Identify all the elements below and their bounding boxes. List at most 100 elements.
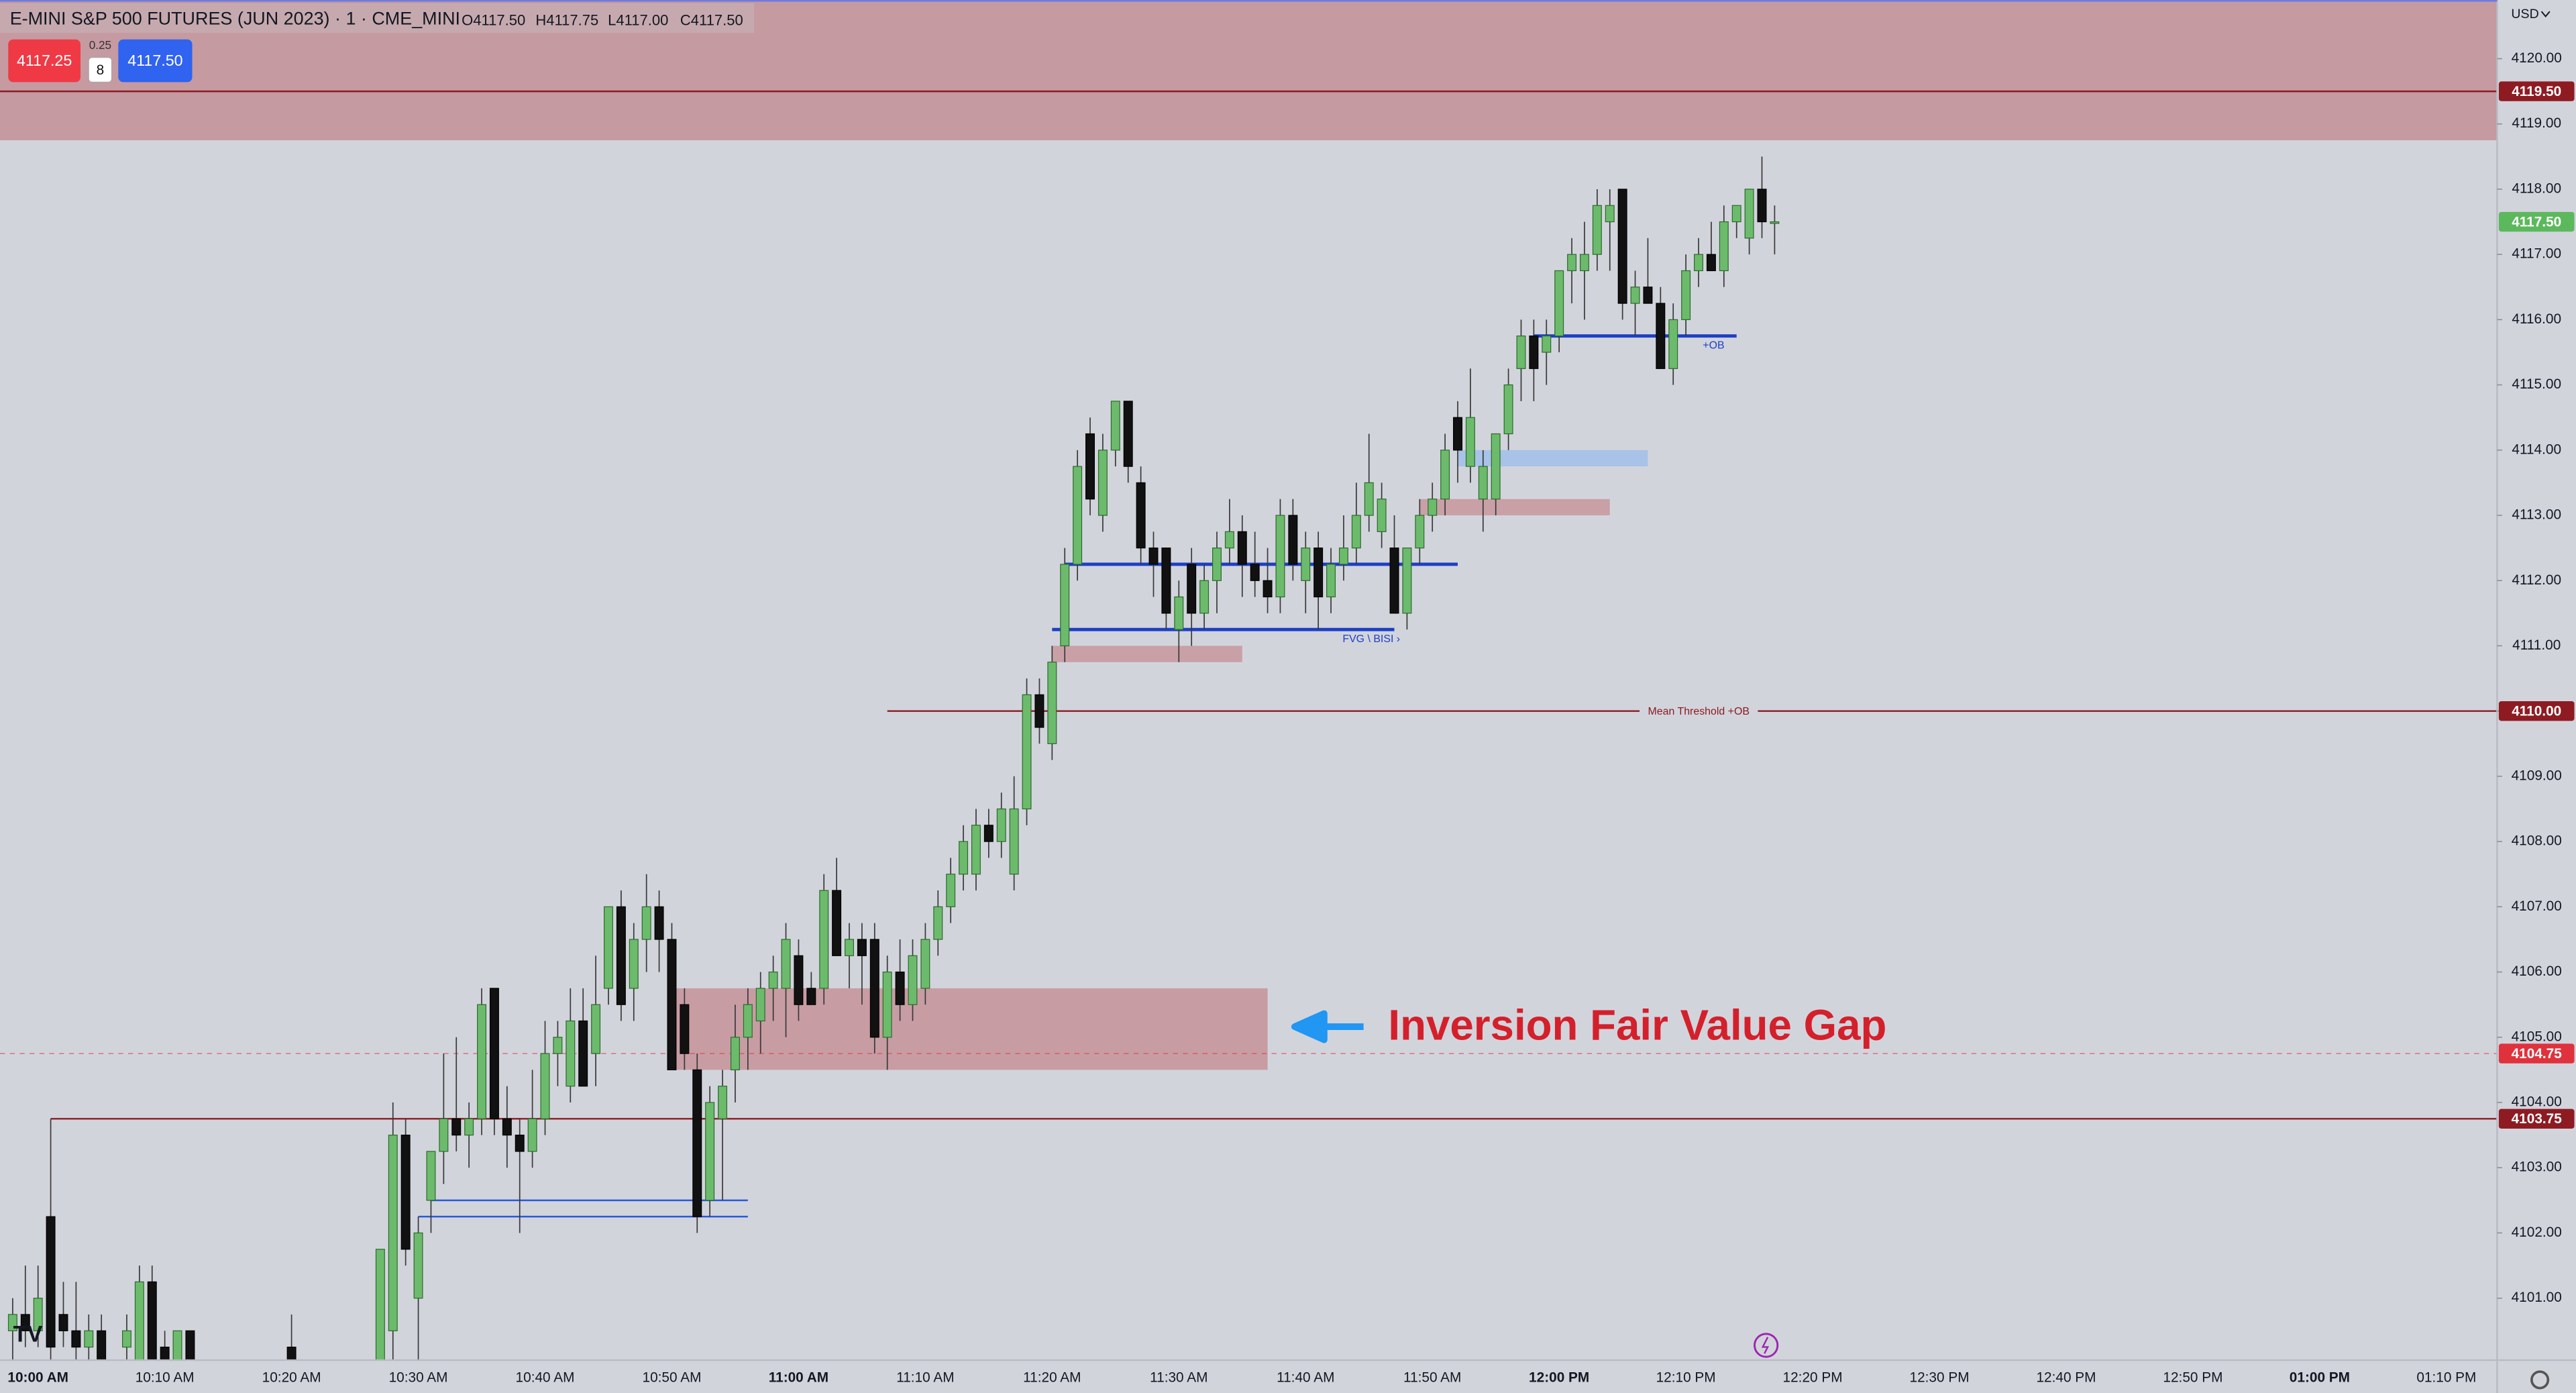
candle-body-down bbox=[1643, 287, 1653, 304]
candle-body-up bbox=[641, 906, 651, 940]
candle-body-up bbox=[1060, 564, 1070, 647]
candle-body-up bbox=[121, 1330, 131, 1348]
candle-body-up bbox=[1694, 254, 1704, 272]
candle-body-down bbox=[616, 906, 626, 1005]
candle-body-up bbox=[1440, 450, 1450, 500]
price-marker bbox=[2498, 211, 2575, 232]
replay-icon[interactable] bbox=[1754, 1333, 1779, 1358]
candle-body-up bbox=[1592, 205, 1602, 255]
candle-body-down bbox=[983, 825, 994, 842]
candle-body-up bbox=[781, 939, 791, 989]
y-tick-label: 4119.00 bbox=[2512, 115, 2561, 131]
candle-body-up bbox=[1224, 531, 1234, 549]
x-tick-label: 11:40 AM bbox=[1277, 1370, 1334, 1385]
buy-price[interactable]: 4117.50 bbox=[127, 52, 182, 69]
candle-body-up bbox=[527, 1118, 537, 1152]
candle-body-down bbox=[1263, 580, 1273, 598]
x-tick-label: 10:30 AM bbox=[389, 1370, 448, 1385]
candle-body-down bbox=[1187, 564, 1197, 614]
candle-body-up bbox=[7, 1314, 17, 1331]
candle-body-up bbox=[172, 1330, 182, 1361]
price-marker bbox=[2498, 1043, 2575, 1064]
y-tick-label: 4118.00 bbox=[2512, 180, 2561, 196]
candle-body-down bbox=[160, 1346, 170, 1361]
price-marker bbox=[2498, 701, 2575, 721]
candle-body-down bbox=[869, 939, 879, 1038]
candle-body-up bbox=[1478, 466, 1488, 500]
candle-body-up bbox=[1402, 548, 1412, 614]
y-tick-label: 4114.00 bbox=[2512, 442, 2561, 457]
x-tick-label: 11:50 AM bbox=[1403, 1370, 1461, 1385]
zone bbox=[1458, 450, 1648, 467]
y-tick-label: 4112.00 bbox=[2512, 572, 2561, 588]
zone bbox=[1052, 646, 1242, 662]
candle-body-up bbox=[1022, 694, 1032, 810]
candle-body-down bbox=[667, 939, 677, 1071]
x-tick-label: 12:50 PM bbox=[2163, 1370, 2222, 1385]
candle-body-up bbox=[755, 988, 765, 1022]
price-marker-label: 4103.75 bbox=[2512, 1111, 2562, 1127]
candle-body-down bbox=[286, 1346, 297, 1361]
candle-body-up bbox=[1542, 336, 1552, 353]
candle-body-up bbox=[439, 1118, 449, 1152]
x-tick-label: 10:50 AM bbox=[643, 1370, 702, 1385]
x-tick-label: 10:10 AM bbox=[136, 1370, 195, 1385]
x-tick-label: 10:40 AM bbox=[516, 1370, 575, 1385]
candle-body-up bbox=[1174, 596, 1184, 630]
y-tick-label: 4116.00 bbox=[2512, 311, 2561, 327]
x-tick-label: 11:30 AM bbox=[1150, 1370, 1208, 1385]
candle-body-up bbox=[1415, 515, 1425, 549]
candle-body-up bbox=[1731, 205, 1741, 223]
candle-body-up bbox=[819, 890, 829, 989]
candle-body-up bbox=[591, 1004, 601, 1054]
y-tick-label: 4105.00 bbox=[2512, 1029, 2562, 1044]
candle-body-up bbox=[464, 1118, 474, 1136]
candle-body-up bbox=[1605, 205, 1615, 223]
y-tick-label: 4101.00 bbox=[2512, 1290, 2562, 1305]
tick-size: 0.25 bbox=[89, 38, 111, 52]
ohlc-close: C4117.50 bbox=[680, 12, 743, 29]
candle-body-up bbox=[604, 906, 613, 989]
candle-body-down bbox=[578, 1020, 588, 1087]
candle-body-up bbox=[84, 1330, 94, 1348]
candle-body-up bbox=[705, 1102, 715, 1201]
y-tick-label: 4120.00 bbox=[2512, 50, 2562, 66]
candle-body-up bbox=[1338, 548, 1348, 565]
qty-box[interactable] bbox=[88, 57, 113, 83]
header-bg bbox=[0, 3, 755, 33]
sell-button[interactable] bbox=[8, 39, 81, 83]
candle-body-up bbox=[1668, 319, 1678, 369]
candle-body-up bbox=[1212, 548, 1222, 581]
logo: TV bbox=[13, 1321, 43, 1347]
candle-body-down bbox=[1085, 433, 1095, 500]
buy-button[interactable] bbox=[118, 39, 193, 83]
y-tick-label: 4106.00 bbox=[2512, 964, 2562, 979]
segment-label: +OB bbox=[1703, 340, 1724, 352]
candle-body-up bbox=[845, 939, 854, 956]
currency[interactable]: USD bbox=[2511, 7, 2538, 21]
price-marker bbox=[2498, 1108, 2575, 1129]
candle-body-up bbox=[1719, 221, 1729, 272]
x-tick-label: 12:20 PM bbox=[1783, 1370, 1843, 1385]
candle-body-down bbox=[46, 1216, 56, 1348]
sell-price[interactable]: 4117.25 bbox=[17, 52, 72, 69]
candle-body-up bbox=[426, 1151, 436, 1201]
symbol-title: E-MINI S&P 500 FUTURES (JUN 2023) · 1 · … bbox=[10, 8, 460, 28]
candle-body-down bbox=[1529, 336, 1539, 369]
candle-body-up bbox=[413, 1232, 423, 1299]
candle-body-up bbox=[730, 1037, 740, 1071]
zone bbox=[1419, 499, 1610, 516]
candle-body-down bbox=[400, 1135, 411, 1250]
segment-label: FVG \ BISI › bbox=[1342, 633, 1400, 645]
annotation-text: Inversion Fair Value Gap bbox=[1388, 1001, 1886, 1049]
candle-body-up bbox=[1516, 336, 1526, 369]
x-tick-label: 01:10 PM bbox=[2416, 1370, 2476, 1385]
candle-body-up bbox=[1491, 433, 1501, 500]
quantity[interactable]: 8 bbox=[97, 62, 105, 78]
candle-body-down bbox=[1453, 417, 1462, 451]
candle-body-down bbox=[1161, 548, 1171, 614]
settings-icon[interactable] bbox=[2530, 1370, 2550, 1390]
